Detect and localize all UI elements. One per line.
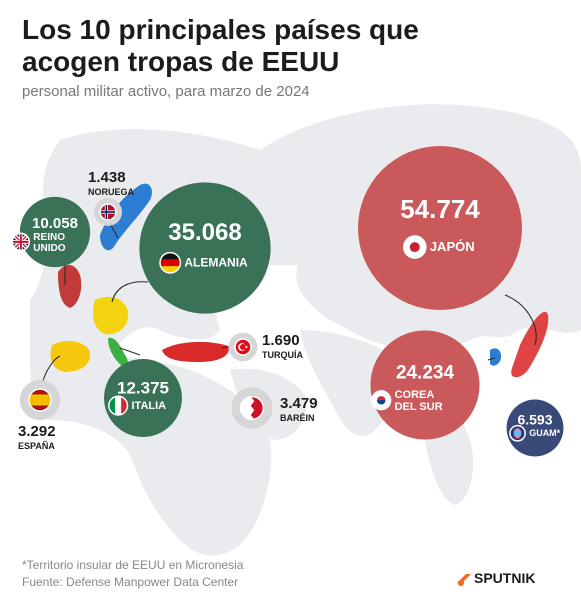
country-label: ESPAÑA [18,441,55,451]
country-bubbles: 54.774 JAPÓN 35.068 ALEMANIA 24.234 COREADEL … [11,146,564,457]
country-label: COREA [395,389,435,401]
footnote: *Territorio insular de EEUU en Micronesi… [22,557,243,591]
connector-korea [487,357,496,361]
sputnik-logo-icon [457,574,471,586]
brand-logo-text: SPUTNIK [474,570,536,586]
country-label: DEL SUR [395,401,443,413]
bubble-guam [506,399,564,457]
bubble-japan [358,146,522,310]
germany-flag-icon [159,251,182,274]
country-label: ITALIA [131,400,166,412]
bahrain-flag-icon [239,395,265,421]
norway-flag-icon [99,203,117,221]
bubble-italy [104,359,182,437]
value-label: 3.292 [18,423,56,440]
value-label: 6.593 [517,412,552,428]
italy-flag-icon [108,395,129,416]
country-label: GUAM* [529,428,560,438]
country-label: ALEMANIA [184,255,248,269]
connector-japan [504,294,537,346]
value-label: 35.068 [168,219,241,246]
korea-shape [490,348,502,366]
africa-landmass [30,354,272,556]
south-korea-flag-icon [371,390,392,411]
uk-shape [58,264,82,308]
japan-shape [511,311,549,378]
value-label: 10.058 [32,215,78,232]
guam-flag-icon [509,424,526,442]
value-label: 12.375 [117,378,169,397]
value-label: 1.438 [88,169,126,186]
japan-flag-icon [402,235,427,259]
bubble-uk [19,196,91,268]
footnote-source: Fuente: Defense Manpower Data Center [22,575,239,589]
spain-shape [50,340,91,372]
spain-flag-icon [28,388,52,412]
country-label: TURQUÍA [262,350,303,360]
value-label: 3.479 [280,395,318,412]
turkey-shape [162,341,229,362]
highlighted-countries [50,183,549,417]
country-label: REINO [33,232,65,243]
page-title: Los 10 principales países que acogen tro… [22,14,419,78]
uk-flag-icon [11,232,31,252]
connector-italy [119,347,141,356]
bubble-germany [139,182,271,314]
value-label: 1.690 [262,332,300,349]
subtitle: personal militar activo, para marzo de 2… [22,83,310,100]
italy-shape [108,337,128,367]
title-line-1: Los 10 principales países que [22,14,419,45]
country-label: BARÉIN [280,413,315,423]
country-label: NORUEGA [88,187,135,197]
connector-germany [111,281,149,303]
value-label: 54.774 [400,194,480,224]
germany-shape [92,296,129,335]
turkey-flag-icon [234,338,252,356]
country-label: UNIDO [33,243,65,254]
footnote-territory: *Territorio insular de EEUU en Micronesi… [22,558,244,572]
value-label: 24.234 [396,362,455,383]
norway-shape [100,183,152,251]
title-line-2: acogen tropas de EEUU [22,46,340,77]
bubble-south-korea [370,330,480,440]
country-label: JAPÓN [430,239,475,254]
